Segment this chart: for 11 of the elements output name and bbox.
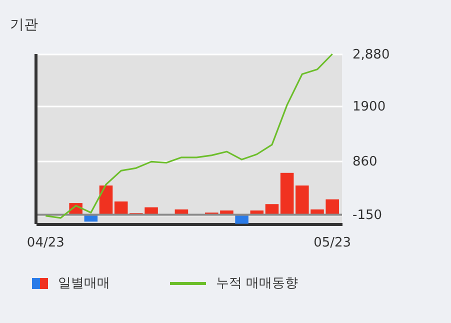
legend-label: 누적 매매동향 [216, 275, 298, 292]
legend-label: 일별매매 [58, 275, 110, 292]
line-series [44, 53, 334, 219]
bar [280, 172, 294, 215]
x-tick-label: 04/23 [26, 236, 64, 250]
y-tick-label: 860 [352, 154, 378, 170]
y-tick-label: -150 [352, 208, 382, 224]
y-tick-label: 2,880 [352, 48, 390, 62]
y-tick-label: 1900 [352, 99, 386, 114]
chart-title: 기관 [10, 17, 38, 33]
x-tick-label: 05/23 [314, 236, 352, 250]
